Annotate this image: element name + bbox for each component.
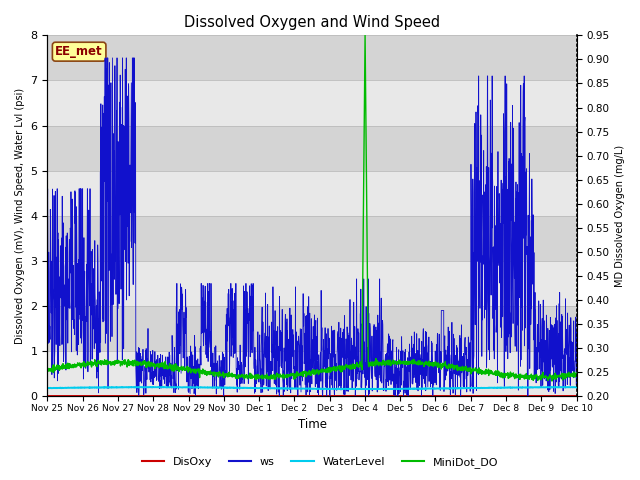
MiniDot_DO xyxy=(461,367,468,372)
ws xyxy=(101,55,109,61)
DisOxy xyxy=(573,393,580,398)
MiniDot_DO xyxy=(557,373,565,379)
ws xyxy=(524,393,532,399)
ws xyxy=(573,329,580,335)
Bar xyxy=(47,306,577,351)
Text: EE_met: EE_met xyxy=(55,45,103,58)
Y-axis label: MD Dissolved Oxygen (mg/L): MD Dissolved Oxygen (mg/L) xyxy=(615,144,625,287)
MiniDot_DO xyxy=(70,363,78,369)
DisOxy xyxy=(557,393,565,398)
WaterLevel xyxy=(149,384,157,390)
WaterLevel xyxy=(364,386,371,392)
WaterLevel xyxy=(557,384,565,390)
Line: MiniDot_DO: MiniDot_DO xyxy=(47,36,577,381)
MiniDot_DO xyxy=(287,372,294,378)
Bar xyxy=(47,261,577,306)
Bar xyxy=(47,351,577,396)
MiniDot_DO xyxy=(301,368,308,374)
MiniDot_DO xyxy=(361,33,369,38)
ws xyxy=(461,365,468,371)
WaterLevel xyxy=(573,384,580,390)
ws xyxy=(44,216,51,222)
Line: WaterLevel: WaterLevel xyxy=(47,387,577,389)
MiniDot_DO xyxy=(44,365,51,371)
Legend: DisOxy, ws, WaterLevel, MiniDot_DO: DisOxy, ws, WaterLevel, MiniDot_DO xyxy=(137,452,503,472)
WaterLevel xyxy=(70,385,78,391)
Line: ws: ws xyxy=(47,58,577,396)
Title: Dissolved Oxygen and Wind Speed: Dissolved Oxygen and Wind Speed xyxy=(184,15,440,30)
Bar xyxy=(47,36,577,81)
MiniDot_DO xyxy=(558,371,566,376)
Bar xyxy=(47,81,577,126)
DisOxy xyxy=(301,393,308,398)
X-axis label: Time: Time xyxy=(298,419,326,432)
DisOxy xyxy=(287,393,294,398)
Bar xyxy=(47,126,577,171)
WaterLevel xyxy=(558,384,566,390)
MiniDot_DO xyxy=(573,370,580,376)
DisOxy xyxy=(460,393,468,398)
ws xyxy=(558,312,566,317)
WaterLevel xyxy=(461,385,468,391)
ws xyxy=(301,330,309,336)
MiniDot_DO xyxy=(548,378,556,384)
ws xyxy=(70,326,78,332)
Y-axis label: Dissolved Oxygen (mV), Wind Speed, Water Lvl (psi): Dissolved Oxygen (mV), Wind Speed, Water… xyxy=(15,88,25,344)
DisOxy xyxy=(70,393,78,398)
WaterLevel xyxy=(44,385,51,391)
DisOxy xyxy=(44,393,51,398)
ws xyxy=(287,348,295,354)
Bar xyxy=(47,216,577,261)
WaterLevel xyxy=(287,385,295,391)
ws xyxy=(557,356,565,361)
DisOxy xyxy=(557,393,565,398)
WaterLevel xyxy=(301,386,309,392)
Bar xyxy=(47,171,577,216)
